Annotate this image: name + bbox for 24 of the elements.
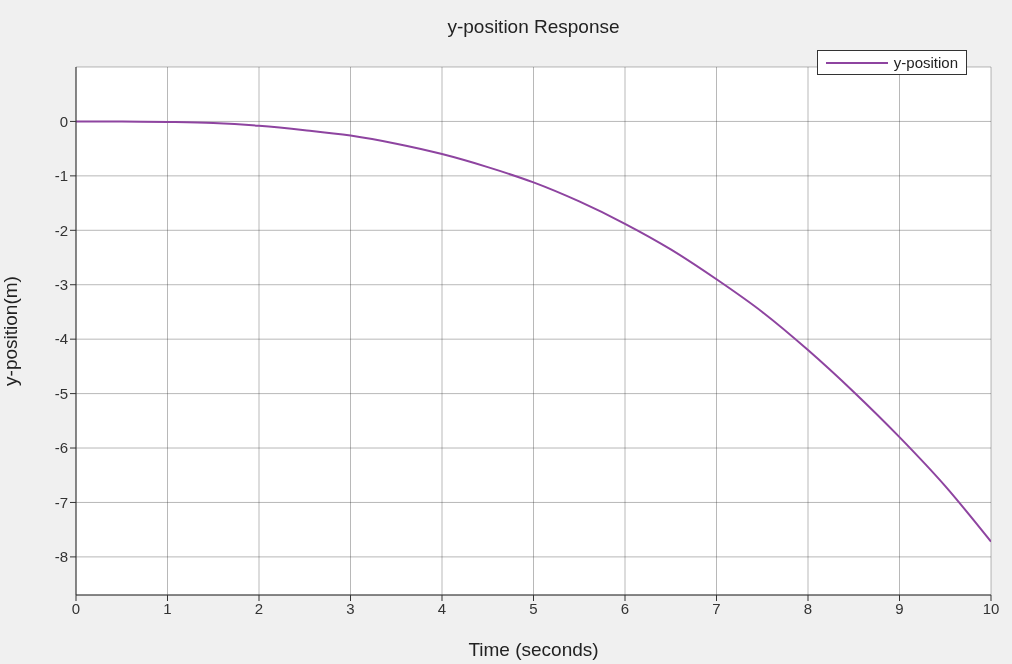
x-tick-label: 8	[803, 599, 813, 617]
y-tick-label: -2	[54, 221, 68, 239]
x-tick-label: 7	[712, 599, 721, 617]
x-tick-label: 2	[254, 599, 264, 617]
x-tick-label: 10	[982, 599, 1000, 617]
y-axis-title: y-position(m)	[0, 276, 21, 386]
y-tick-label: -8	[54, 548, 68, 566]
x-tick-label: 5	[529, 599, 538, 617]
y-tick-label: -6	[54, 439, 68, 457]
y-tick-label: -3	[54, 276, 68, 294]
x-tick-label: 4	[437, 599, 447, 617]
y-tick-label: -7	[54, 493, 68, 511]
legend-label: y-position	[893, 54, 958, 71]
y-tick-label: 0	[59, 112, 68, 130]
y-tick-label: -5	[54, 384, 68, 402]
chart-title: y-position Response	[446, 16, 621, 38]
x-tick-label: 1	[163, 599, 172, 617]
x-tick-label: 6	[620, 599, 630, 617]
x-tick-label: 0	[71, 599, 81, 617]
x-tick-label: 9	[895, 599, 904, 617]
y-tick-label: -1	[54, 167, 68, 185]
x-axis-title: Time (seconds)	[468, 639, 599, 660]
y-tick-label: -4	[54, 330, 68, 348]
x-tick-label: 3	[346, 599, 355, 617]
